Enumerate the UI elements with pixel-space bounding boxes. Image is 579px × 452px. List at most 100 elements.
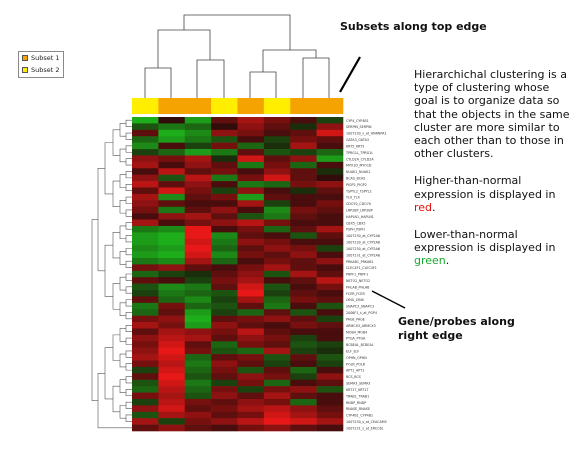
heatmap-cell (237, 225, 265, 233)
heatmap-cell (211, 238, 238, 246)
heatmap-cell (263, 123, 291, 131)
row-dendrogram-branch (97, 373, 132, 429)
heatmap-cell (237, 334, 265, 342)
heatmap-cell (263, 405, 291, 413)
heatmap-cell (263, 322, 291, 329)
heatmap-cell (158, 270, 186, 278)
gene-label: SNAPC3_SNAPC3 (346, 305, 374, 309)
heatmap-cell (237, 168, 265, 175)
row-dendrogram-branch (119, 174, 126, 188)
heatmap-cell (263, 161, 291, 169)
heatmap-cell (290, 366, 317, 374)
heatmap-cell (290, 193, 317, 201)
heatmap-cell (158, 322, 186, 329)
heatmap-grid (132, 117, 344, 432)
heatmap-cell (184, 142, 212, 150)
heatmap-cell (132, 309, 159, 316)
heatmap-cell (237, 238, 265, 246)
heatmap-cell (290, 392, 317, 400)
heatmap-cell (211, 123, 238, 131)
heatmap-cell (263, 334, 291, 342)
row-dendrogram-branch (125, 350, 132, 358)
clustering-definition: Hierarchichal clustering is a type of cl… (414, 68, 570, 161)
gene-label: 1007230_at_CYP2A6 (346, 234, 380, 238)
heatmap-cell (316, 347, 344, 355)
heatmap-cell (211, 290, 238, 297)
heatmap-cell (132, 347, 159, 355)
row-dendrogram-branch (119, 251, 126, 265)
heatmap-cell (211, 149, 238, 156)
subset-1-swatch (22, 55, 28, 61)
gene-label: MOB4_MOB4 (346, 330, 367, 334)
green-keyword: green (414, 254, 446, 268)
row-dendrogram-branch (119, 148, 126, 163)
heatmap-cell (290, 181, 317, 188)
heatmap-cell (132, 193, 159, 201)
heatmap-cell (237, 206, 265, 214)
subset-bar-cell (184, 98, 212, 114)
heatmap-cell (237, 149, 265, 156)
heatmap-cell (237, 290, 265, 297)
heatmap-cell (158, 219, 186, 227)
heatmap-cell (211, 174, 238, 182)
heatmap-cell (316, 225, 344, 233)
row-dendrogram-branch (125, 145, 132, 153)
heatmap-cell (316, 398, 344, 406)
heatmap-cell (132, 142, 159, 150)
heatmap-cell (184, 328, 212, 336)
heatmap-cell (132, 238, 159, 246)
heatmap-cell (184, 379, 212, 387)
heatmap-cell (290, 232, 317, 240)
gene-label: SERPIN_SERPIN (346, 125, 372, 129)
heatmap-cell (316, 238, 344, 246)
heatmap-cell (316, 296, 344, 304)
heatmap-cell (184, 219, 212, 227)
heatmap-cell (158, 360, 186, 368)
heatmap-cell (132, 392, 159, 400)
heatmap-cell (316, 290, 344, 297)
heatmap-cell (237, 315, 265, 323)
heatmap-cell (211, 206, 238, 214)
row-dendrogram-branch (125, 286, 132, 294)
heatmap-cell (237, 187, 265, 195)
heatmap-cell (237, 264, 265, 272)
heatmap-cell (290, 245, 317, 252)
heatmap-cell (237, 405, 265, 413)
heatmap-cell (263, 366, 291, 374)
heatmap-cell (290, 341, 317, 348)
row-dendrogram-branch (125, 248, 132, 256)
heatmap-cell (132, 398, 159, 406)
heatmap-cell (316, 309, 344, 316)
heatmap-cell (158, 334, 186, 342)
heatmap-cell (211, 161, 238, 169)
subset-legend: Subset 1 Subset 2 (18, 51, 64, 78)
heatmap-cell (132, 418, 159, 425)
heatmap-cell (184, 302, 212, 310)
heatmap-cell (184, 168, 212, 175)
heatmap-cell (290, 296, 317, 304)
row-dendrogram-branch (112, 385, 120, 413)
heatmap-cell (290, 200, 317, 208)
gene-label: RNASE_RNASE (346, 407, 370, 411)
heatmap-cell (316, 373, 344, 381)
heatmap-cell (237, 392, 265, 400)
heatmap-cell (132, 213, 159, 220)
heatmap-cell (184, 187, 212, 195)
heatmap-cell (132, 296, 159, 304)
heatmap-cell (237, 142, 265, 150)
row-dendrogram-branch (119, 353, 126, 368)
heatmap-cell (290, 264, 317, 272)
gene-label: TPRG1L_TPRG1L (345, 151, 373, 155)
heatmap-cell (184, 277, 212, 284)
row-dendrogram-branch (119, 302, 126, 316)
heatmap-cell (237, 354, 265, 361)
gene-label: BCBEAL_BCBEAL (346, 343, 374, 347)
heatmap-cell (132, 155, 159, 163)
heatmap-cell (237, 129, 265, 137)
heatmap-cell (158, 373, 186, 381)
heatmap-cell (158, 155, 186, 163)
row-dendrogram-branch (125, 196, 132, 204)
heatmap-cell (158, 424, 186, 432)
heatmap-cell (158, 328, 186, 336)
